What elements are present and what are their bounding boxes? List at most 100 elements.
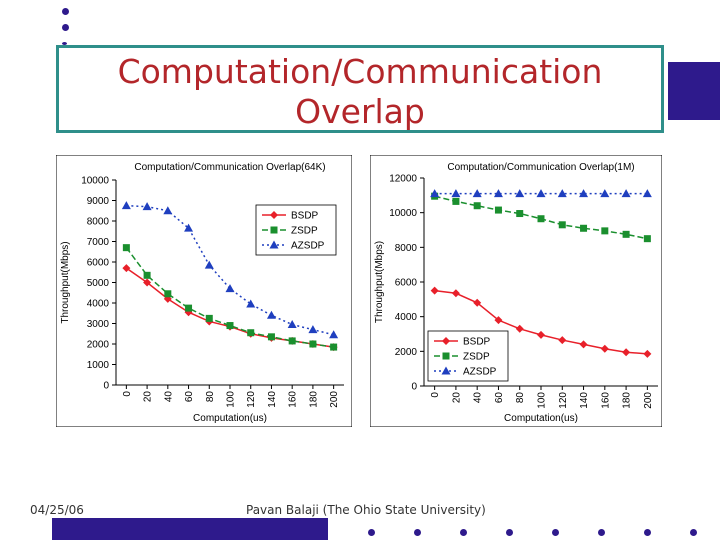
data-point-zsdp xyxy=(267,333,275,341)
data-point-zsdp xyxy=(143,271,151,279)
data-point-bsdp xyxy=(515,324,524,333)
data-point-azsdp xyxy=(557,189,567,198)
legend-box xyxy=(255,204,337,256)
x-tick-label: 80 xyxy=(205,391,216,403)
legend-box xyxy=(427,330,509,382)
y-tick-label: 4000 xyxy=(87,299,110,310)
data-point-azsdp xyxy=(642,189,652,198)
data-point-zsdp xyxy=(494,206,502,214)
data-point-zsdp xyxy=(288,337,296,345)
data-point-azsdp xyxy=(493,189,503,198)
data-point-bsdp xyxy=(600,344,609,353)
data-point-azsdp xyxy=(621,189,631,198)
x-tick-label: 140 xyxy=(267,391,278,408)
y-tick-label: 7000 xyxy=(87,237,110,248)
x-tick-label: 100 xyxy=(537,392,548,409)
legend-marker-azsdp xyxy=(441,366,451,375)
accent-dot xyxy=(62,8,69,15)
legend-marker-zsdp xyxy=(270,226,278,234)
y-tick-label: 3000 xyxy=(87,319,110,330)
x-tick-label: 200 xyxy=(643,392,654,409)
legend-marker-azsdp xyxy=(269,240,279,249)
data-point-azsdp xyxy=(579,189,589,198)
x-axis-label: Computation(us) xyxy=(504,413,578,424)
accent-dot xyxy=(598,529,605,536)
footer-date: 04/25/06 xyxy=(30,503,84,517)
data-point-azsdp xyxy=(515,189,525,198)
accent-dot xyxy=(690,529,697,536)
data-point-zsdp xyxy=(473,202,481,210)
data-point-azsdp xyxy=(246,299,256,308)
data-point-bsdp xyxy=(622,348,631,357)
legend-label-azsdp: AZSDP xyxy=(463,367,497,378)
y-tick-label: 12000 xyxy=(389,174,417,185)
legend-marker-bsdp xyxy=(442,337,450,345)
data-point-bsdp xyxy=(143,278,152,287)
data-point-zsdp xyxy=(122,244,130,252)
data-point-bsdp xyxy=(451,289,460,298)
y-axis-label: Throughput(Mbps) xyxy=(374,241,385,323)
x-tick-label: 20 xyxy=(143,391,154,403)
legend-marker-bsdp xyxy=(270,211,278,219)
x-tick-label: 160 xyxy=(600,392,611,409)
x-tick-label: 180 xyxy=(622,392,633,409)
data-point-azsdp xyxy=(308,325,318,334)
data-point-azsdp xyxy=(266,310,276,319)
data-point-bsdp xyxy=(643,349,652,358)
y-tick-label: 4000 xyxy=(395,312,418,323)
x-tick-label: 20 xyxy=(451,392,462,404)
data-point-azsdp xyxy=(225,284,235,293)
data-point-bsdp xyxy=(122,264,131,273)
data-point-zsdp xyxy=(330,343,338,351)
accent-dot xyxy=(368,529,375,536)
x-tick-label: 40 xyxy=(473,392,484,404)
data-point-zsdp xyxy=(622,230,630,238)
accent-dot xyxy=(62,42,67,45)
x-tick-label: 0 xyxy=(122,391,133,397)
y-tick-label: 5000 xyxy=(87,278,110,289)
legend-marker-zsdp xyxy=(442,352,450,360)
y-tick-label: 10000 xyxy=(81,176,109,187)
data-point-bsdp xyxy=(579,340,588,349)
x-tick-label: 160 xyxy=(288,391,299,408)
y-tick-label: 6000 xyxy=(87,258,110,269)
data-point-azsdp xyxy=(600,189,610,198)
chart-panel-1m: Computation/Communication Overlap(1M) 0 20… xyxy=(369,154,663,428)
accent-dot xyxy=(414,529,421,536)
y-tick-label: 1000 xyxy=(87,360,110,371)
data-point-bsdp xyxy=(430,286,439,295)
x-tick-label: 100 xyxy=(226,391,237,408)
x-tick-label: 60 xyxy=(494,392,505,404)
legend-label-azsdp: AZSDP xyxy=(291,241,325,252)
slide-title-line2: Overlap xyxy=(295,92,425,131)
data-point-zsdp xyxy=(164,290,172,298)
data-point-zsdp xyxy=(185,304,193,312)
series-line-zsdp xyxy=(125,247,334,348)
x-tick-label: 140 xyxy=(579,392,590,409)
data-point-bsdp xyxy=(537,330,545,339)
x-tick-label: 0 xyxy=(430,392,441,398)
data-point-azsdp xyxy=(184,223,194,232)
accent-dot xyxy=(644,529,651,536)
title-box: Computation/Communication Overlap xyxy=(56,45,664,133)
data-point-zsdp xyxy=(205,314,213,322)
y-axis-label: Throughput(Mbps) xyxy=(60,241,71,323)
chart-64k: Computation/Communication Overlap(64K) 0 1… xyxy=(55,154,353,428)
legend-label-zsdp: ZSDP xyxy=(291,226,318,237)
accent-dot xyxy=(506,529,513,536)
y-tick-label: 0 xyxy=(103,381,109,392)
data-point-zsdp xyxy=(309,340,317,348)
data-point-azsdp xyxy=(142,202,152,211)
series-line-azsdp xyxy=(126,204,334,336)
data-point-azsdp xyxy=(121,201,131,210)
legend-label-bsdp: BSDP xyxy=(463,337,491,348)
data-point-zsdp xyxy=(247,329,255,337)
data-point-bsdp xyxy=(473,298,482,307)
data-point-zsdp xyxy=(580,224,588,232)
accent-dot xyxy=(62,24,69,31)
accent-bar-bottom xyxy=(52,518,328,540)
x-tick-label: 40 xyxy=(163,391,174,403)
accent-dot xyxy=(460,529,467,536)
data-point-azsdp xyxy=(204,260,214,269)
data-point-zsdp xyxy=(226,322,234,330)
